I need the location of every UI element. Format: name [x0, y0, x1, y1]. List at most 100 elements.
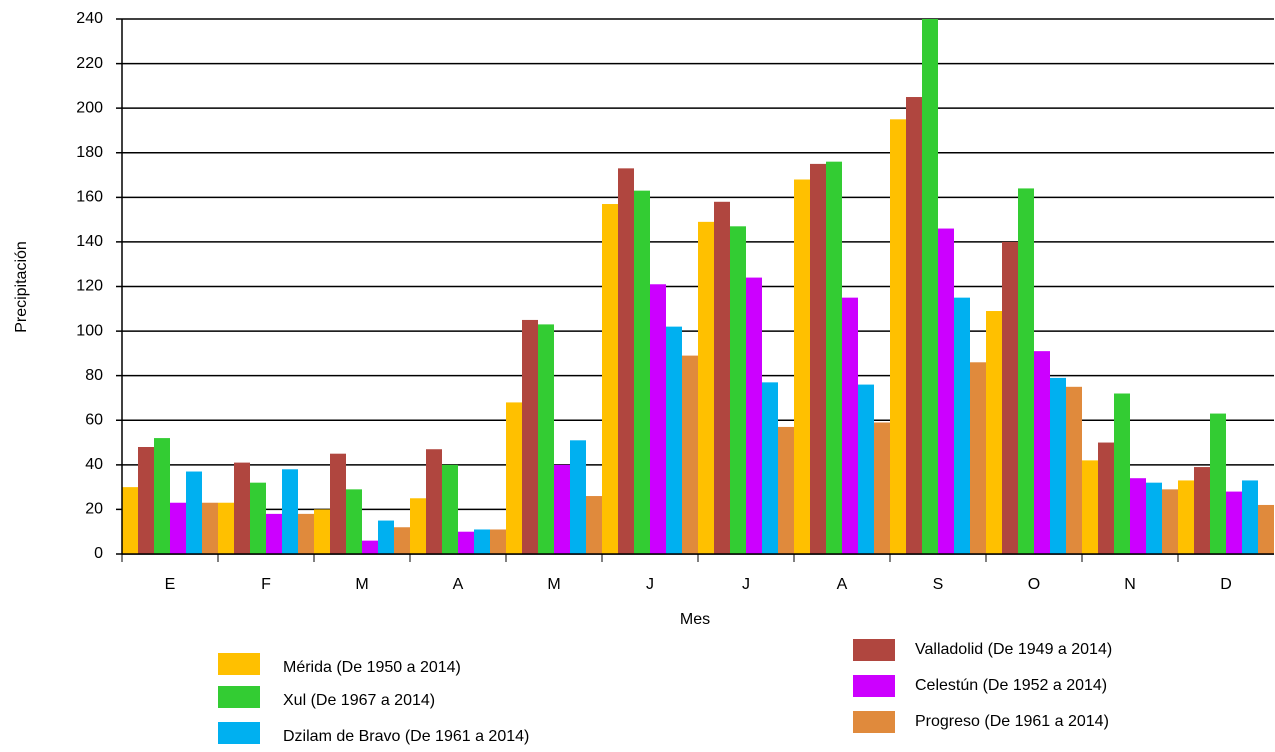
bar: [858, 384, 874, 554]
bar: [250, 482, 266, 554]
bar: [234, 462, 250, 554]
bar: [1050, 377, 1066, 554]
y-tick-label: 100: [76, 322, 103, 339]
legend-swatch: [853, 711, 895, 733]
bar: [778, 426, 794, 554]
y-tick-label: 40: [85, 456, 103, 473]
x-tick-label: N: [1124, 576, 1136, 593]
bar: [202, 502, 218, 554]
bar: [362, 540, 378, 554]
bar: [794, 179, 810, 554]
bar: [938, 228, 954, 554]
bar: [522, 319, 538, 554]
bar: [410, 498, 426, 554]
y-axis-label: Precipitación: [13, 241, 30, 333]
x-axis-label: Mes: [680, 611, 710, 628]
bar: [746, 277, 762, 554]
bar: [266, 513, 282, 554]
legend-label: Progreso (De 1961 a 2014): [915, 713, 1109, 730]
bar: [1098, 442, 1114, 554]
y-tick-label: 220: [76, 55, 103, 72]
x-tick-label: O: [1028, 576, 1040, 593]
y-tick-label: 80: [85, 367, 103, 384]
bar: [538, 324, 554, 554]
bar: [1162, 489, 1178, 554]
bar: [650, 284, 666, 554]
bar: [442, 464, 458, 554]
bar: [426, 449, 442, 554]
legend-swatch: [218, 722, 260, 744]
bar: [170, 502, 186, 554]
y-tick-label: 0: [94, 545, 103, 562]
bar: [1018, 188, 1034, 554]
x-tick-label: E: [165, 576, 176, 593]
bar: [1146, 482, 1162, 554]
x-tick-label: M: [547, 576, 560, 593]
y-tick-label: 60: [85, 411, 103, 428]
bar: [346, 489, 362, 554]
bar: [634, 190, 650, 555]
bar: [1002, 241, 1018, 554]
bar: [122, 487, 138, 554]
bar: [1226, 491, 1242, 554]
y-tick-label: 180: [76, 144, 103, 161]
bar: [874, 422, 890, 554]
bar: [890, 119, 906, 554]
bar: [954, 297, 970, 554]
bar: [762, 382, 778, 554]
legend-swatch: [218, 686, 260, 708]
bar: [698, 221, 714, 554]
bar: [826, 161, 842, 554]
bar: [810, 163, 826, 555]
legend-swatch: [853, 675, 895, 697]
bar: [730, 226, 746, 554]
x-tick-label: F: [261, 576, 271, 593]
legend-swatch: [218, 653, 260, 675]
x-tick-label: A: [453, 576, 464, 593]
bar: [666, 326, 682, 554]
bar: [282, 469, 298, 554]
x-tick-label: D: [1220, 576, 1232, 593]
bar: [714, 201, 730, 554]
bar: [138, 447, 154, 554]
bar: [506, 402, 522, 554]
bar: [378, 520, 394, 554]
bar: [1194, 467, 1210, 554]
bar: [298, 513, 314, 554]
bar: [154, 438, 170, 554]
legend-swatch: [853, 639, 895, 661]
y-tick-label: 160: [76, 189, 103, 206]
bar: [1114, 393, 1130, 554]
bar: [330, 453, 346, 554]
y-tick-label: 120: [76, 278, 103, 295]
bar: [458, 531, 474, 554]
y-tick-label: 200: [76, 99, 103, 116]
bar: [906, 97, 922, 554]
bar: [1130, 478, 1146, 554]
bar: [922, 19, 938, 554]
bar: [1258, 504, 1274, 554]
bar: [842, 297, 858, 554]
bar: [1242, 480, 1258, 554]
bar: [586, 496, 602, 554]
y-tick-label: 20: [85, 501, 103, 518]
bar: [554, 464, 570, 554]
x-tick-label: J: [646, 576, 654, 593]
y-tick-label: 240: [76, 10, 103, 27]
legend-label: Celestún (De 1952 a 2014): [915, 677, 1107, 694]
legend-label: Dzilam de Bravo (De 1961 a 2014): [283, 728, 529, 745]
bar: [682, 355, 698, 554]
bar: [394, 527, 410, 554]
bar: [602, 204, 618, 555]
x-tick-label: M: [355, 576, 368, 593]
bar: [1082, 460, 1098, 554]
bar: [970, 362, 986, 554]
bar: [218, 502, 234, 554]
bar: [474, 529, 490, 554]
bar: [490, 529, 506, 554]
bar: [314, 509, 330, 554]
x-tick-label: S: [933, 576, 944, 593]
bar: [1178, 480, 1194, 554]
bar: [1066, 386, 1082, 554]
